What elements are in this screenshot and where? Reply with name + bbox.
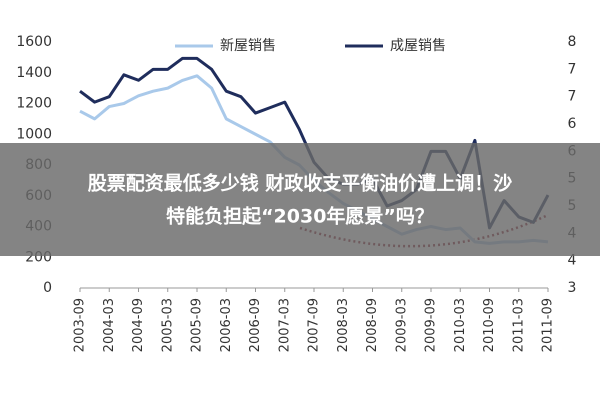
y2-tick-label: 8 (568, 34, 577, 50)
x-tick-label: 2007-03 (277, 298, 292, 352)
banner-line: 特能负担起“2030年愿景”吗？ (166, 205, 434, 228)
y-tick-label: 1600 (16, 34, 52, 50)
x-tick-label: 2011-03 (511, 298, 526, 352)
x-tick-label: 2009-09 (424, 298, 439, 352)
x-tick-label: 2008-03 (336, 298, 351, 352)
x-tick-label: 2006-09 (248, 298, 263, 352)
y-tick-label: 1400 (16, 65, 52, 81)
x-tick-label: 2010-09 (482, 298, 497, 352)
x-tick-label: 2010-03 (453, 298, 468, 352)
y-tick-label: 0 (43, 280, 52, 296)
banner-line: 股票配资最低多少钱 财政收支平衡油价遭上调！沙 (88, 172, 513, 195)
x-tick-label: 2011-09 (541, 298, 556, 352)
x-tick-label: 2005-09 (190, 298, 205, 352)
y2-tick-label: 6 (568, 116, 577, 132)
y-tick-label: 1200 (16, 96, 52, 112)
y2-tick-label: 7 (568, 89, 577, 105)
y2-tick-label: 7 (568, 61, 577, 77)
x-tick-label: 2007-09 (307, 298, 322, 352)
x-tick-label: 2004-09 (131, 298, 146, 352)
y2-tick-label: 3 (568, 280, 577, 296)
x-tick-label: 2004-03 (102, 298, 117, 352)
banner-bg (0, 143, 600, 256)
x-tick-label: 2009-03 (394, 298, 409, 352)
x-tick-label: 2003-09 (73, 298, 88, 352)
legend-label: 新屋销售 (220, 38, 276, 54)
x-tick-label: 2008-09 (365, 298, 380, 352)
y-tick-label: 1000 (16, 126, 52, 142)
x-tick-label: 2006-03 (219, 298, 234, 352)
x-tick-label: 2005-03 (160, 298, 175, 352)
y2-tick-label: 4 (568, 253, 577, 269)
legend-label: 成屋销售 (390, 38, 446, 54)
